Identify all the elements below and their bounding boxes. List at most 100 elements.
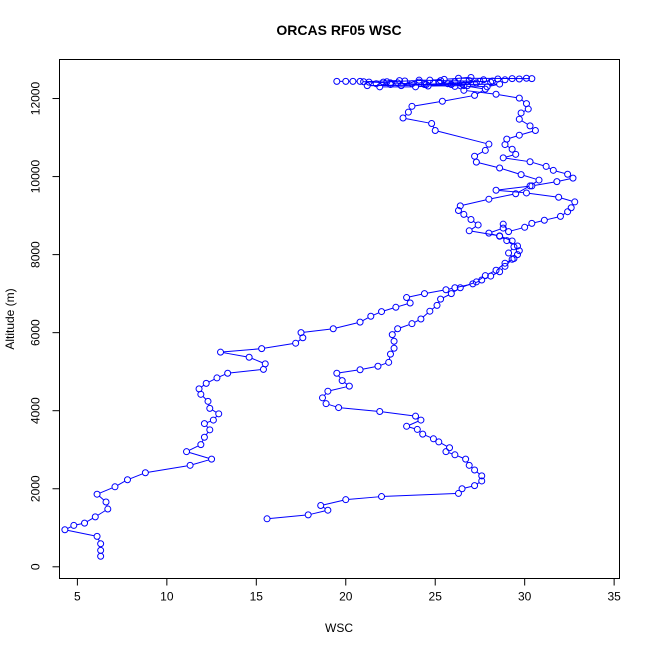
data-point: [442, 448, 450, 456]
data-point: [515, 94, 523, 102]
x-tick-label: 35: [607, 590, 621, 604]
data-point: [508, 145, 516, 153]
y-axis: 0 2000 4000 6000 8000 10000 12000: [28, 82, 60, 570]
series-layer: [61, 73, 579, 560]
data-series: [333, 73, 536, 91]
data-point: [492, 186, 500, 194]
series-segment: [509, 135, 517, 139]
series-segment: [505, 154, 513, 158]
data-point: [555, 193, 563, 201]
data-point: [376, 407, 384, 415]
series-segment: [400, 324, 410, 329]
data-point: [258, 345, 266, 353]
data-point: [386, 350, 394, 358]
data-point: [200, 433, 208, 441]
y-tick-label: 10000: [29, 160, 43, 194]
series-segment: [491, 228, 501, 233]
data-point: [501, 76, 509, 84]
data-point: [406, 299, 414, 307]
data-point: [431, 127, 439, 135]
data-point: [415, 78, 423, 86]
data-point: [471, 482, 479, 490]
data-point: [456, 202, 464, 210]
data-point: [93, 490, 101, 498]
data-point: [478, 477, 486, 485]
series-segment: [476, 471, 480, 475]
data-point: [564, 170, 572, 178]
data-point: [356, 77, 364, 85]
data-point: [408, 102, 416, 110]
x-tick-label: 15: [250, 590, 264, 604]
data-point: [522, 100, 530, 108]
data-point: [458, 485, 466, 493]
data-point: [437, 295, 445, 303]
data-point: [526, 158, 534, 166]
series-segment: [529, 192, 556, 198]
data-point: [471, 91, 479, 99]
data-point: [446, 444, 454, 452]
series-segment: [97, 510, 106, 516]
data-point: [515, 131, 523, 139]
data-point: [442, 286, 450, 294]
data-point: [378, 308, 386, 316]
series-segment: [414, 101, 440, 107]
data-point: [567, 204, 575, 212]
data-point: [514, 251, 522, 259]
data-point: [322, 400, 330, 408]
series-segment: [471, 226, 476, 230]
series-segment: [409, 426, 415, 430]
series-segment: [230, 369, 261, 374]
data-point: [376, 83, 384, 91]
data-point: [324, 506, 332, 514]
data-point: [510, 255, 518, 263]
data-point: [428, 119, 436, 127]
data-point: [499, 224, 507, 232]
data-point: [335, 404, 343, 412]
data-point: [317, 502, 325, 510]
data-point: [356, 366, 364, 374]
data-point: [514, 242, 522, 250]
series-segment: [148, 465, 188, 473]
plot-frame: [59, 59, 620, 579]
data-point: [499, 154, 507, 162]
data-point: [394, 325, 402, 333]
data-point: [465, 227, 473, 235]
series-segment: [205, 431, 209, 436]
data-point: [111, 483, 119, 491]
data-point: [417, 315, 425, 323]
data-point: [378, 493, 386, 501]
data-point: [426, 307, 434, 315]
data-point: [542, 162, 550, 170]
series-segment: [556, 170, 565, 174]
x-tick-label: 10: [160, 590, 174, 604]
x-axis-label: WSC: [325, 621, 353, 635]
data-point: [412, 412, 420, 420]
data-point: [319, 394, 327, 402]
series-segment: [498, 185, 529, 191]
data-point: [571, 198, 579, 206]
x-tick-label: 20: [339, 590, 353, 604]
series-segment: [339, 369, 358, 374]
series-segment: [269, 514, 306, 520]
data-point: [365, 78, 373, 86]
data-point: [526, 122, 534, 130]
data-point: [186, 461, 194, 469]
y-axis-label: Altitude (m): [3, 288, 17, 349]
data-point: [123, 476, 131, 484]
x-tick-label: 30: [518, 590, 532, 604]
series-segment: [380, 362, 387, 366]
series-segment: [303, 328, 331, 333]
data-point: [208, 455, 216, 463]
data-point: [206, 426, 214, 434]
data-series: [263, 78, 543, 523]
series-segment: [445, 95, 472, 102]
series-segment: [201, 384, 205, 388]
data-point: [379, 78, 387, 86]
data-point: [492, 90, 500, 98]
data-point: [374, 362, 382, 370]
data-point: [183, 448, 191, 456]
data-point: [515, 75, 523, 83]
data-point: [440, 75, 448, 83]
series-segment: [447, 77, 469, 80]
data-point: [213, 374, 221, 382]
